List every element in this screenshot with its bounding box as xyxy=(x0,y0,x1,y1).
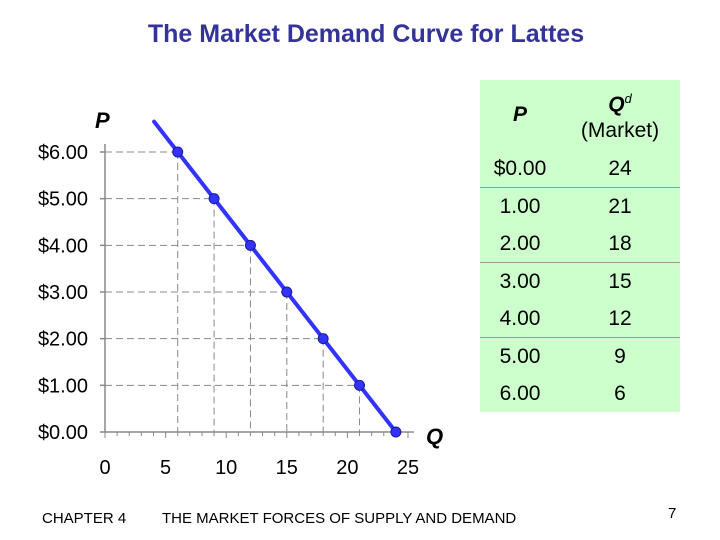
demand-point xyxy=(244,239,256,251)
demand-schedule-table: P Qd (Market) $0.00 24 1.00 21 2.00 18 3… xyxy=(480,80,680,412)
table-row: $0.00 24 xyxy=(480,150,680,188)
demand-point xyxy=(208,193,220,205)
page-number: 7 xyxy=(668,505,677,522)
demand-point xyxy=(172,146,184,158)
table-row: 2.00 18 xyxy=(480,225,680,263)
y-axis-label: P xyxy=(95,108,110,133)
table-cell-quantity: 9 xyxy=(614,344,626,368)
table-cell-quantity: 15 xyxy=(608,269,632,293)
x-tick-label: 20 xyxy=(336,457,358,479)
demand-curve xyxy=(152,119,398,434)
table-header-quantity: Qd (Market) xyxy=(560,80,680,150)
table-cell-price: 4.00 xyxy=(480,300,560,338)
demand-point xyxy=(281,286,293,298)
y-tick-label: $4.00 xyxy=(38,235,88,257)
table-row: 5.00 9 xyxy=(480,338,680,376)
table-cell-price: $0.00 xyxy=(480,150,560,188)
table-cell-price: 2.00 xyxy=(480,225,560,263)
table-row: 3.00 15 xyxy=(480,263,680,301)
table-cell-quantity: 12 xyxy=(560,300,680,338)
quantity-superscript: d xyxy=(624,91,632,106)
page-title: The Market Demand Curve for Lattes xyxy=(147,20,585,48)
table-cell-quantity: 21 xyxy=(608,194,632,218)
y-tick-label: $5.00 xyxy=(38,189,88,211)
y-tick-label: $1.00 xyxy=(38,375,88,397)
x-tick-label: 10 xyxy=(215,457,237,479)
table-row: 6.00 6 xyxy=(480,375,680,412)
table-row: 4.00 12 xyxy=(480,300,680,338)
table-cell-price: 3.00 xyxy=(499,269,541,293)
x-tick-label: 25 xyxy=(397,457,419,479)
y-tick-label: $6.00 xyxy=(38,142,88,164)
x-tick-label: 5 xyxy=(160,457,171,479)
footer-chapter: CHAPTER 4 xyxy=(42,510,127,527)
x-tick-label: 15 xyxy=(276,457,298,479)
table-cell-price: 6.00 xyxy=(499,381,541,405)
y-tick-label: $3.00 xyxy=(38,282,88,304)
table-cell-price: 5.00 xyxy=(499,344,541,368)
demand-point xyxy=(390,426,402,438)
quantity-symbol: Q xyxy=(608,93,625,116)
quantity-subtitle: (Market) xyxy=(580,119,660,142)
y-tick-label: $0.00 xyxy=(38,422,88,444)
y-tick-label: $2.00 xyxy=(38,329,88,351)
table-cell-quantity: 24 xyxy=(560,150,680,188)
table-header-row: P Qd (Market) xyxy=(480,80,680,150)
table-cell-quantity: 6 xyxy=(614,381,626,405)
table-cell-quantity: 18 xyxy=(560,225,680,263)
table-cell-price: 1.00 xyxy=(499,194,541,218)
x-tick-label: 0 xyxy=(99,457,110,479)
demand-point xyxy=(354,379,366,391)
x-axis-label: Q xyxy=(426,424,444,449)
footer-text: THE MARKET FORCES OF SUPPLY AND DEMAND xyxy=(162,510,517,527)
demand-point xyxy=(317,333,329,345)
table-header-price: P xyxy=(512,103,527,126)
table-row: 1.00 21 xyxy=(480,188,680,226)
